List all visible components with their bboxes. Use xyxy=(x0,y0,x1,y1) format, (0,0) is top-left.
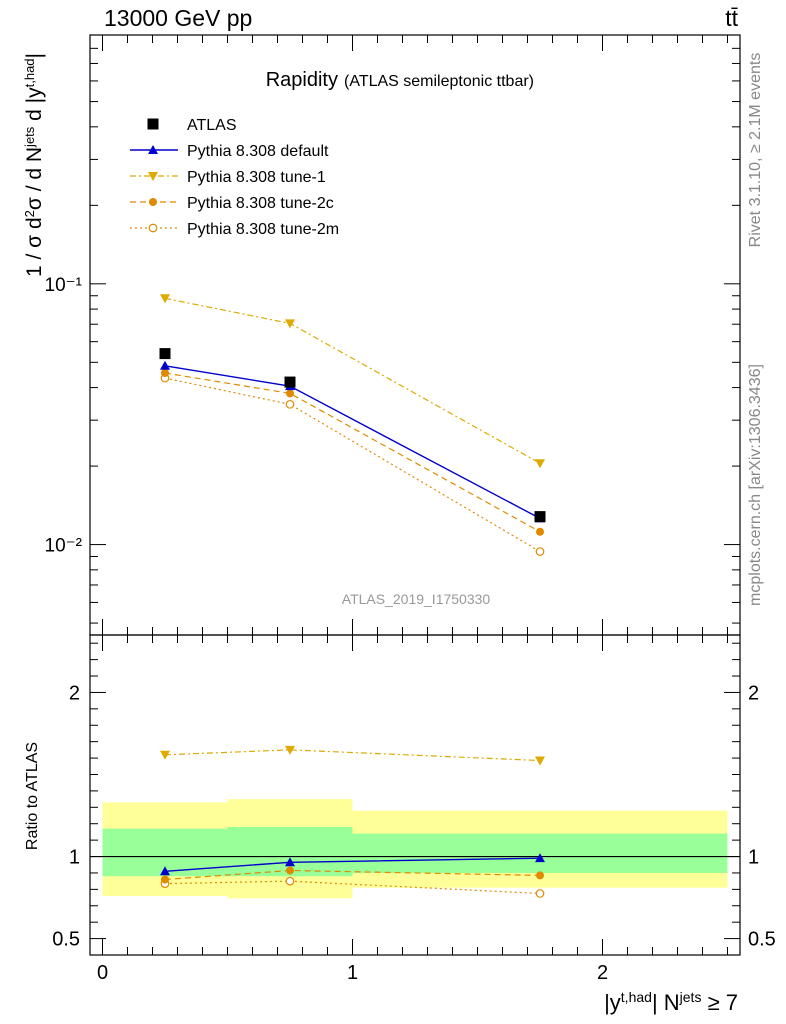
data-point xyxy=(148,145,158,154)
mcplots-label: mcplots.cern.ch [arXiv:1306.3436] xyxy=(747,364,764,606)
rivet-version-label: Rivet 3.1.10, ≥ 2.1M events xyxy=(747,53,764,248)
ratio-plot-frame xyxy=(89,634,741,956)
series-line xyxy=(164,297,541,464)
y-axis-label: 1 / σ d2σ / d Njets d |yt,had| xyxy=(22,53,47,277)
y-tick-label: 10⁻¹ xyxy=(45,275,83,296)
ratio-y-tick-label: 2 xyxy=(69,682,80,704)
data-point xyxy=(161,368,169,377)
data-point xyxy=(161,875,169,884)
data-point xyxy=(160,866,170,876)
data-point xyxy=(536,871,544,880)
data-point xyxy=(535,459,545,469)
legend-entry-label: ATLAS xyxy=(187,117,237,134)
data-point xyxy=(536,527,544,536)
data-point xyxy=(148,172,158,181)
data-point xyxy=(148,223,158,233)
legend-entry-label: Pythia 8.308 tune-1 xyxy=(187,169,326,186)
data-point xyxy=(534,511,546,523)
ratio-y-tick-label: 1 xyxy=(748,847,759,869)
data-point xyxy=(535,853,545,863)
process-label: tt̄ xyxy=(725,5,738,31)
data-point xyxy=(286,866,294,875)
ratio-y-tick-label: 2 xyxy=(748,682,759,704)
series-layer xyxy=(159,294,546,898)
data-point xyxy=(285,319,295,329)
legend-entry-label: Pythia 8.308 tune-2m xyxy=(187,221,339,238)
data-point xyxy=(160,750,170,760)
legend-entry-label: Pythia 8.308 default xyxy=(187,143,329,160)
data-point xyxy=(284,376,296,388)
data-point xyxy=(285,399,295,409)
axis-labels: 10⁻² 10⁻¹ 0 1 2 0.5 0.5 1 1 2 2 1 / σ d2σ / d Njets… xyxy=(22,53,776,1015)
data-point xyxy=(160,294,170,304)
data-point xyxy=(159,348,171,360)
data-point xyxy=(285,745,295,755)
x-tick-label: 2 xyxy=(597,962,608,984)
data-point xyxy=(285,876,295,886)
data-point xyxy=(535,756,545,766)
data-point xyxy=(535,889,545,898)
x-tick-label: 1 xyxy=(347,962,358,984)
series-line xyxy=(164,372,541,533)
uncertainty-bands xyxy=(90,799,740,899)
analysis-watermark: ATLAS_2019_I1750330 xyxy=(342,591,491,607)
series-line xyxy=(164,377,541,553)
y-tick-label: 10⁻² xyxy=(45,536,83,557)
series-line xyxy=(164,749,541,762)
ratio-y-tick-label: 0.5 xyxy=(748,929,776,951)
data-point xyxy=(286,389,294,398)
data-point xyxy=(285,857,295,867)
ratio-y-axis-label: Ratio to ATLAS xyxy=(24,742,41,850)
series-line xyxy=(164,365,541,520)
data-point xyxy=(149,198,157,206)
axes xyxy=(89,34,741,956)
data-point xyxy=(147,118,159,130)
beam-label: 13000 GeV pp xyxy=(104,5,252,31)
ratio-y-tick-label: 0.5 xyxy=(52,929,80,951)
x-axis-label: |yt,had| Njets ≥ 7 xyxy=(604,989,738,1015)
ratio-y-tick-label: 1 xyxy=(69,847,80,869)
data-point xyxy=(160,360,170,370)
legend: ATLAS Pythia 8.308 default Pythia 8.308 tu… xyxy=(130,117,339,238)
x-tick-label: 0 xyxy=(97,962,108,984)
plot-subtitle: (ATLAS semileptonic ttbar) xyxy=(344,73,534,90)
plot-title: Rapidity xyxy=(266,69,338,91)
data-point xyxy=(535,547,545,556)
legend-entry-label: Pythia 8.308 tune-2c xyxy=(187,195,334,212)
